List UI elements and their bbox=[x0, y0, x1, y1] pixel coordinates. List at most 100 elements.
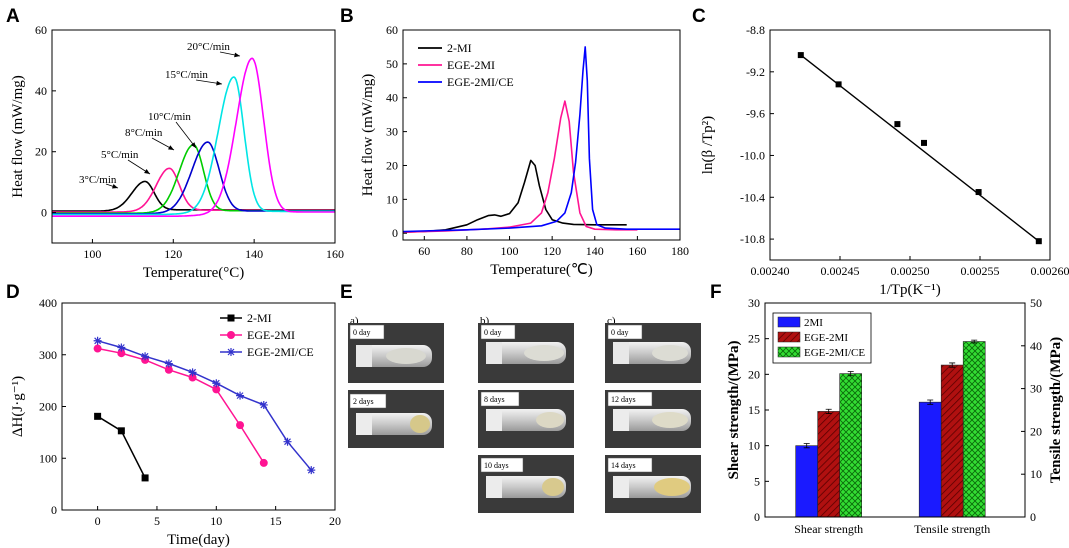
legend-label: 2-MI bbox=[247, 311, 272, 325]
series-line bbox=[402, 159, 627, 233]
x-tick-label: 160 bbox=[326, 247, 344, 261]
arrow-head bbox=[216, 80, 222, 86]
y-axis-label: Heat flow (mW/mg) bbox=[360, 74, 376, 196]
photo-col-label-c: c) bbox=[607, 315, 616, 327]
rate-annotation: 20°C/min bbox=[187, 41, 230, 53]
y-tick-label: 400 bbox=[39, 296, 57, 310]
x-tick-label: 60 bbox=[418, 244, 430, 258]
data-point bbox=[975, 189, 982, 196]
panel-label-d: D bbox=[6, 282, 20, 303]
x-axis-label: 1/Tp(K⁻¹) bbox=[879, 282, 941, 298]
x-axis-label: Temperature(°C) bbox=[143, 265, 245, 281]
y2-tick-label: 40 bbox=[1030, 339, 1042, 353]
plot-frame bbox=[51, 29, 336, 244]
y-tick-label: 10 bbox=[748, 439, 760, 453]
y-tick-label: -10.8 bbox=[740, 232, 765, 246]
y2-axis-label: Tensile strength/(MPa) bbox=[1048, 337, 1064, 483]
photo-c-day14: 14 days bbox=[605, 455, 701, 513]
x-tick-label: 0.00260 bbox=[1031, 264, 1069, 278]
arrow-head bbox=[234, 52, 240, 58]
legend-label: EGE-2MI/CE bbox=[804, 347, 865, 359]
rate-annotation: 5°C/min bbox=[101, 149, 139, 161]
y-tick-label: 0 bbox=[392, 226, 398, 240]
x-tick-label: 0.00255 bbox=[961, 264, 1000, 278]
y-axis-label: ln(β /Tp²) bbox=[700, 116, 716, 174]
x-tick-label: 0.00240 bbox=[751, 264, 790, 278]
y-tick-label: -9.2 bbox=[746, 65, 765, 79]
arrow-head bbox=[190, 142, 196, 148]
data-point bbox=[141, 474, 149, 482]
data-point bbox=[117, 349, 126, 358]
y-tick-label: 50 bbox=[386, 57, 398, 71]
data-point bbox=[835, 81, 842, 88]
data-point bbox=[117, 427, 125, 435]
bar bbox=[795, 445, 819, 518]
data-point bbox=[259, 458, 268, 467]
x-tick-label: 160 bbox=[628, 244, 646, 258]
data-point bbox=[307, 466, 316, 475]
data-point bbox=[93, 336, 102, 345]
y-axis-label: Heat flow (mW/mg) bbox=[10, 75, 26, 197]
series-line bbox=[52, 57, 335, 217]
panel-label-e: E bbox=[340, 282, 353, 303]
error-bar bbox=[825, 408, 832, 414]
legend-marker bbox=[227, 314, 235, 322]
data-point bbox=[283, 437, 292, 446]
y-tick-label: 10 bbox=[386, 192, 398, 206]
data-point bbox=[93, 344, 102, 353]
bar bbox=[962, 341, 986, 518]
arrow-head bbox=[112, 184, 118, 189]
x-tick-label: 100 bbox=[83, 247, 101, 261]
panel-label-c: C bbox=[692, 6, 706, 27]
photo-c-day12: 12 days bbox=[605, 390, 701, 448]
photo-a-day0: 0 day bbox=[348, 323, 444, 383]
x-tick-label: 120 bbox=[164, 247, 182, 261]
y2-tick-label: 20 bbox=[1030, 424, 1042, 438]
legend-swatch bbox=[777, 331, 801, 343]
data-point bbox=[94, 412, 102, 420]
bar bbox=[940, 364, 964, 518]
data-point bbox=[921, 139, 927, 146]
chart-d: 0 5 10 15 200100200300400Time(day)ΔH(J·g⁻¹)2… bbox=[10, 296, 341, 548]
series-line bbox=[402, 100, 638, 233]
y-tick-label: -9.6 bbox=[746, 107, 765, 121]
data-point bbox=[117, 343, 126, 352]
y-tick-label: 20 bbox=[386, 158, 398, 172]
x-tick-label: 10 bbox=[210, 514, 222, 528]
data-point bbox=[188, 368, 197, 377]
data-point bbox=[259, 400, 268, 409]
legend-label: 2MI bbox=[804, 317, 823, 329]
rate-annotation: 15°C/min bbox=[165, 69, 208, 81]
legend-swatch bbox=[777, 346, 801, 358]
x-tick-label: 20 bbox=[329, 514, 341, 528]
y-tick-label: 20 bbox=[35, 145, 47, 159]
category-label: Shear strength bbox=[794, 522, 863, 536]
data-point bbox=[1035, 238, 1042, 245]
photo-panel-e: a) b) c) 0 day 2 days 0 day bbox=[348, 315, 701, 513]
y-tick-label: 0 bbox=[41, 206, 47, 220]
error-bar bbox=[971, 339, 978, 344]
y-axis-label: ΔH(J·g⁻¹) bbox=[10, 376, 26, 437]
arrow-head bbox=[144, 169, 150, 174]
photo-b-day8: 8 days bbox=[478, 390, 574, 448]
y-tick-label: 60 bbox=[35, 23, 47, 37]
y2-tick-label: 50 bbox=[1030, 296, 1042, 310]
data-point bbox=[212, 385, 221, 394]
x-tick-label: 100 bbox=[501, 244, 519, 258]
photo-tag: 14 days bbox=[611, 461, 636, 470]
photo-tag: 2 days bbox=[353, 397, 374, 406]
chart-f: Shear strength Tensile strength 0 5 10 15 20 25… bbox=[726, 296, 1064, 536]
photo-tag: 0 day bbox=[484, 328, 502, 337]
x-axis-label: Temperature(℃) bbox=[490, 262, 592, 278]
y-tick-label: 20 bbox=[748, 367, 760, 381]
bar bbox=[817, 411, 841, 518]
photo-tag: 8 days bbox=[484, 395, 505, 404]
y2-tick-label: 30 bbox=[1030, 382, 1042, 396]
y-tick-label: 25 bbox=[748, 332, 760, 346]
photo-b-day10: 10 days bbox=[478, 455, 574, 513]
y-tick-label: 40 bbox=[386, 91, 398, 105]
data-point bbox=[236, 421, 245, 430]
error-bar bbox=[949, 362, 956, 368]
x-tick-label: 15 bbox=[270, 514, 282, 528]
